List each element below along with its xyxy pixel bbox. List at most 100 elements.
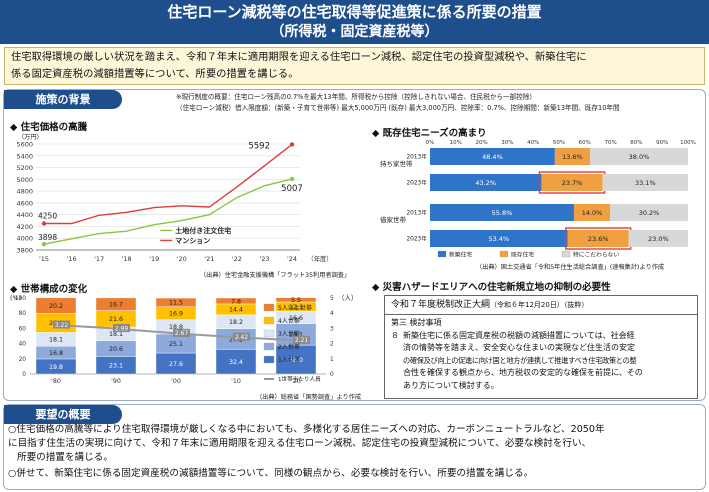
tax-outline-head: 令和７年度税制改正大綱（令和６年12月20日）（抜粋）	[385, 296, 697, 315]
line-label-bg	[293, 335, 310, 344]
needs-chart-section-label: 既存住宅ニーズの高まり	[382, 128, 487, 139]
x-tick-label: 20%	[475, 140, 487, 146]
group-label: 借家世帯	[380, 215, 407, 224]
x-tick-label: '22	[232, 255, 242, 263]
legend-label: 新築住宅	[449, 251, 472, 259]
hazard-section: ◆ 災害ハザードエリアへの住宅新規立地の抑制の必要性	[372, 282, 611, 293]
intro-line-1: 住宅取得環境の厳しい状況を踏まえ、令和７年末に適用期限を迎える住宅ローン減税、認…	[11, 51, 587, 63]
bar-value-label: 14.0%	[582, 209, 603, 217]
legend-label: 2人世帯	[278, 343, 300, 351]
y-tick-label-right: 0	[330, 372, 334, 378]
y-tick-label-right: 5	[330, 296, 334, 302]
system-note-line-1: ※現行制度の概要：住宅ローン残高の0.7%を最大13年間、所得税から控除（控除し…	[176, 93, 537, 101]
price-chart: 3800 4000 4200 4400 4600 4800 5000 5200 5400 5600…	[16, 141, 332, 264]
bar-segment	[610, 204, 688, 221]
data-point	[41, 221, 47, 226]
bar-value-label: 23.0%	[648, 235, 669, 243]
legend-swatch	[561, 250, 571, 258]
needs-chart-source: （出典）国土交通省「令和5年住生活総合調査」(速報集計)より作成	[476, 264, 665, 271]
row-year-label: 2013年	[406, 153, 427, 161]
data-label: 5592	[248, 141, 270, 151]
bar-segment	[430, 174, 542, 191]
bar-segment	[628, 230, 688, 247]
data-label: 4250	[38, 212, 57, 221]
page-subtitle: （所得税・固定資産税等）	[270, 24, 439, 40]
tax-line: 新築住宅に係る固定資産税の税額の減額措置については、社会経	[403, 330, 635, 340]
household-chart: (%)（人）02040608010001234519.816.818.125.3…	[10, 294, 358, 385]
legend-label: 5人以上世帯	[278, 304, 312, 312]
bar-value-label: 23.6%	[588, 235, 609, 243]
x-tick-label: '80	[51, 378, 61, 385]
bar-segment	[155, 297, 197, 308]
bar-segment	[275, 297, 317, 303]
x-axis-unit: （年度）	[307, 254, 332, 263]
x-tick-label: '21	[204, 255, 214, 263]
price-chart-section: ◆ 住宅価格の高騰	[10, 122, 88, 133]
bar-value-label: 38.0%	[629, 153, 650, 161]
series-line	[43, 178, 293, 245]
bar-segment	[567, 230, 629, 247]
x-tick-label: '16	[67, 255, 77, 263]
intro-box: 住宅取得環境の厳しい状況を踏まえ、令和７年末に適用期限を迎える住宅ローン減税、認…	[4, 47, 705, 85]
x-tick-label: 0%	[426, 140, 435, 146]
x-tick-label: '90	[111, 378, 121, 385]
y-tick-label: 4200	[16, 223, 33, 231]
bar-value-label: 16.9	[169, 311, 183, 318]
y-tick-label-right: 2	[330, 342, 334, 348]
row-year-label: 2023年	[406, 235, 427, 243]
request-badge: 要望の概要	[4, 405, 122, 424]
tax-outline-lines: 新築住宅に係る固定資産税の税額の減額措置については、社会経 済の情勢等を踏まえ、…	[403, 330, 643, 393]
x-tick-label: '19	[149, 255, 159, 263]
bar-segment	[95, 297, 137, 311]
bar-value-label: 11.5	[169, 300, 183, 307]
x-tick-label: '24	[287, 255, 297, 263]
bar-segment	[602, 174, 688, 191]
bar-value-label: 14.4	[229, 307, 243, 314]
y-tick-label: 40	[19, 342, 27, 348]
y-tick-label: 5400	[16, 152, 33, 160]
y-tick-label: 20	[19, 357, 27, 363]
request-p1-line2: に目指す住生活の実現に向けて、令和７年末に適用期限を迎える住宅ローン減税、認定住…	[8, 438, 592, 449]
bar-segment	[430, 148, 555, 165]
data-point	[41, 242, 47, 247]
legend-label: マンション	[175, 237, 210, 245]
bar-segment	[35, 297, 77, 314]
request-p1-line3: 所要の措置を講じる。	[17, 452, 113, 463]
y-tick-label: 5600	[16, 141, 33, 149]
legend-label: 1人世帯	[278, 356, 300, 364]
bar-segment	[430, 230, 568, 247]
request-panel: ○住宅価格の高騰等により住宅取得環境が厳しくなる中においても、多様化する居住ニー…	[3, 404, 706, 490]
bar-value-label: 7.8	[231, 298, 241, 305]
legend-swatch	[263, 316, 275, 325]
tax-outline-item: ８ 新築住宅に係る固定資産税の税額の減額措置については、社会経 済の情勢等を踏ま…	[391, 330, 691, 393]
bar-value-label: 20.6	[109, 346, 123, 353]
x-tick-label: 100%	[680, 140, 696, 146]
price-chart-unit: （万円）	[18, 134, 43, 141]
y-tick-label: 100	[15, 296, 26, 302]
background-badge: 施策の背景	[4, 90, 122, 109]
x-tick-label: 30%	[501, 140, 513, 146]
household-chart-source: （出典）総務省「国勢調査」より作成	[256, 394, 362, 401]
bar-value-label: 20.2	[49, 303, 63, 310]
y-tick-label: 5000	[16, 176, 33, 184]
line-value-label: 2.99	[115, 325, 129, 332]
bar-value-label: 32.4	[229, 359, 243, 366]
legend-swatch	[263, 303, 275, 312]
tax-line: あり方について検討する。	[403, 380, 499, 390]
tax-outline-title: 令和７年度税制改正大綱	[391, 300, 491, 310]
tax-outline-box: 令和７年度税制改正大綱（令和６年12月20日）（抜粋） 第三 検討事項 ８ 新築…	[384, 295, 698, 399]
request-p1-line1: ○住宅価格の高騰等により住宅取得環境が厳しくなる中においても、多様化する居住ニー…	[8, 424, 605, 435]
y-axis-unit-right: （人）	[338, 294, 358, 302]
y-tick-label: 4000	[16, 235, 33, 243]
bar-segment	[554, 148, 590, 165]
request-p2: ○併せて、新築住宅に係る固定資産税の減額措置等について、同様の観点から、必要な検…	[8, 468, 534, 479]
row-year-label: 2013年	[406, 209, 427, 217]
bar-value-label: 33.1%	[635, 179, 656, 187]
bar-segment	[573, 204, 611, 221]
tax-line: 合性を確保する観点から、地方税収の安定的な確保を前提に、その	[403, 368, 643, 377]
bar-value-label: 16.8	[49, 350, 63, 357]
bar-value-label: 30.2%	[639, 209, 660, 217]
intro-line-2: 係る固定資産税の減額措置等について、所要の措置を講じる。	[11, 68, 299, 80]
x-tick-label: '17	[94, 255, 104, 263]
legend-swatch	[263, 329, 275, 338]
